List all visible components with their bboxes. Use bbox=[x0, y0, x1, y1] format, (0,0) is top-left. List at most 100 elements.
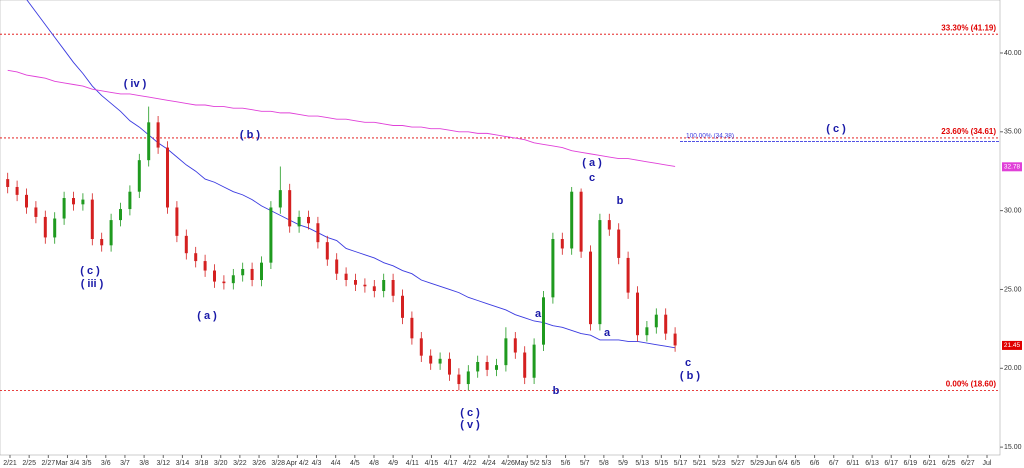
x-tick-label: 5/3 bbox=[542, 460, 552, 467]
x-tick-label: 5/27 bbox=[731, 460, 745, 467]
plot bbox=[0, 0, 1000, 391]
price-tag-label: 21.45 bbox=[1004, 342, 1021, 349]
x-tick-label: 3/18 bbox=[195, 460, 209, 467]
x-tick-label: 6/19 bbox=[904, 460, 918, 467]
x-tick-label: Apr 4/2 bbox=[286, 460, 309, 467]
candle-body bbox=[636, 292, 639, 336]
y-tick-label: 40.00 bbox=[1004, 50, 1022, 57]
level-label: 100.00% (34.38) bbox=[686, 132, 734, 139]
candle-body bbox=[607, 220, 611, 230]
x-tick-label: 3/6 bbox=[101, 460, 111, 467]
candle-body bbox=[325, 242, 329, 260]
candle-body bbox=[90, 199, 94, 240]
x-tick-label: 3/20 bbox=[214, 460, 228, 467]
wave-label: ( iii ) bbox=[81, 278, 104, 290]
price-tag bbox=[1002, 162, 1022, 172]
x-tick-label: 3/14 bbox=[176, 460, 190, 467]
candle-body bbox=[194, 253, 198, 262]
wave-label: ( v ) bbox=[460, 419, 480, 431]
x-tick-label: 5/13 bbox=[635, 460, 649, 467]
candle-body bbox=[560, 239, 564, 249]
y-tick-label: 15.00 bbox=[1004, 444, 1022, 451]
wave-label: ( c ) bbox=[826, 123, 846, 135]
x-tick-label: 5/21 bbox=[693, 460, 707, 467]
wave-label: ( iv ) bbox=[124, 78, 147, 90]
candle-body bbox=[532, 344, 536, 378]
moving-average bbox=[26, 0, 676, 349]
x-tick-label: 5/9 bbox=[618, 460, 628, 467]
x-tick-label: Mar 3/4 bbox=[56, 460, 80, 467]
y-tick-label: 35.00 bbox=[1004, 129, 1022, 136]
candle-body bbox=[382, 280, 386, 292]
wave-label: b bbox=[617, 195, 624, 207]
wave-label: ( a ) bbox=[197, 310, 217, 322]
candle-body bbox=[579, 191, 583, 252]
x-tick-label: 4/26 bbox=[501, 460, 515, 467]
candle-body bbox=[307, 216, 310, 224]
wave-label: c bbox=[589, 172, 595, 184]
candle-body bbox=[335, 259, 339, 274]
candle-body bbox=[184, 235, 188, 254]
x-tick-label: Jun 6/4 bbox=[765, 460, 788, 467]
candle-body bbox=[128, 191, 132, 210]
level-label: 33.30% (41.19) bbox=[941, 23, 996, 32]
candle-body bbox=[410, 317, 414, 339]
candle-body bbox=[476, 361, 480, 372]
x-tick-label: 3/26 bbox=[252, 460, 266, 467]
candle-body bbox=[260, 262, 263, 280]
candle-body bbox=[222, 281, 226, 284]
candle-body bbox=[448, 358, 451, 375]
candle-body bbox=[391, 280, 395, 296]
candle-body bbox=[6, 179, 10, 187]
x-tick-label: 3/8 bbox=[139, 460, 149, 467]
candle-body bbox=[372, 286, 376, 292]
price-tag-label: 32.78 bbox=[1004, 164, 1021, 171]
x-tick-label: 3/12 bbox=[156, 460, 170, 467]
x-tick-label: 6/25 bbox=[942, 460, 956, 467]
wave-label: ( c ) bbox=[460, 407, 480, 419]
candle-body bbox=[419, 338, 423, 356]
candle-body bbox=[62, 198, 66, 219]
y-tick-label: 30.00 bbox=[1004, 207, 1022, 214]
x-tick-label: 4/17 bbox=[444, 460, 458, 467]
x-tick-label: 6/7 bbox=[829, 460, 839, 467]
wave-label: a bbox=[535, 308, 542, 320]
x-tick-label: 2/21 bbox=[3, 460, 17, 467]
x-tick-label: 4/5 bbox=[350, 460, 360, 467]
level-label: 23.60% (34.61) bbox=[941, 127, 996, 136]
candle-body bbox=[626, 257, 630, 293]
candle-body bbox=[598, 220, 602, 325]
candle-body bbox=[288, 190, 292, 227]
wave-label: ( b ) bbox=[680, 370, 700, 382]
candle-body bbox=[25, 194, 28, 208]
level-label: 0.00% (18.60) bbox=[946, 379, 997, 388]
candle-body bbox=[109, 220, 113, 246]
wave-label: ( b ) bbox=[240, 129, 260, 141]
candle-body bbox=[213, 270, 216, 282]
candle-body bbox=[401, 295, 404, 318]
candle-body bbox=[297, 216, 301, 227]
y-tick-label: 25.00 bbox=[1004, 286, 1022, 293]
candle-body bbox=[570, 191, 574, 249]
x-tick-label: 5/7 bbox=[580, 460, 590, 467]
price-tag bbox=[1002, 340, 1022, 350]
candle-body bbox=[137, 160, 141, 192]
candle-body bbox=[344, 273, 348, 280]
candle-body bbox=[231, 275, 235, 284]
y-tick-label: 20.00 bbox=[1004, 365, 1022, 372]
candle-body bbox=[72, 198, 75, 205]
x-tick-label: 5/17 bbox=[674, 460, 688, 467]
candle-body bbox=[53, 218, 57, 238]
x-tick-label: 5/6 bbox=[561, 460, 571, 467]
wave-label: ( c ) bbox=[80, 265, 100, 277]
x-tick-label: 4/15 bbox=[425, 460, 439, 467]
x-tick-label: 4/3 bbox=[312, 460, 322, 467]
x-tick-label: 5/29 bbox=[750, 460, 764, 467]
moving-average bbox=[7, 69, 676, 167]
x-tick-label: 5/23 bbox=[712, 460, 726, 467]
x-tick-label: 6/11 bbox=[846, 460, 859, 467]
x-tick-label: 2/27 bbox=[42, 460, 56, 467]
candle-body bbox=[654, 314, 658, 328]
candle-body bbox=[100, 239, 104, 246]
